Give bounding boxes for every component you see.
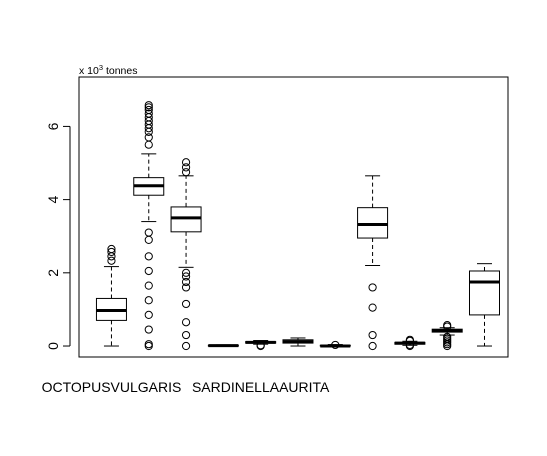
y-axis: 0 2 4 6 (45, 122, 71, 350)
outlier-point (181, 283, 191, 292)
box-11 (468, 263, 500, 347)
outlier-point (368, 341, 377, 351)
outlier-point (181, 272, 191, 281)
outlier-point (443, 332, 452, 341)
outlier-point (144, 235, 153, 244)
outlier-point (181, 268, 191, 277)
y-tick-label: 2 (45, 269, 61, 277)
box-10 (431, 321, 463, 351)
outlier-point (331, 340, 340, 350)
outlier-point (144, 266, 153, 276)
y-tick-label: 6 (45, 122, 61, 130)
boxes-group (95, 101, 500, 351)
outlier-point (107, 256, 116, 265)
box-8 (357, 175, 389, 351)
outlier-point (144, 252, 153, 261)
box-3 (170, 158, 202, 351)
box-7 (319, 340, 351, 350)
box-1 (95, 244, 127, 347)
outlier-point (181, 341, 191, 351)
outlier-point (256, 341, 265, 350)
outlier-point (368, 303, 377, 312)
x-axis-labels: OCTOPUSVULGARIS SARDINELLAAURITA (42, 379, 330, 395)
outlier-point (368, 330, 377, 340)
outlier-point (443, 321, 452, 330)
outlier-point (144, 325, 153, 334)
y-tick-label: 4 (45, 196, 61, 204)
unit-label: x 103 tonnes (79, 63, 137, 77)
x-axis-label: OCTOPUSVULGARIS (42, 379, 182, 395)
outlier-point (107, 244, 116, 254)
outlier-point (181, 163, 191, 172)
unit-label-prefix: x 10 (79, 65, 99, 77)
outlier-point (144, 109, 153, 118)
outlier-point (181, 277, 191, 287)
outlier-point (181, 168, 191, 177)
outlier-point (107, 247, 116, 257)
box-9 (394, 335, 426, 351)
outlier-point (405, 335, 414, 344)
outlier-point (144, 133, 153, 142)
outlier-point (181, 330, 191, 340)
box-6 (282, 337, 314, 347)
outlier-point (144, 101, 153, 110)
outlier-point (144, 340, 153, 349)
y-tick-label: 0 (45, 342, 61, 350)
box-iqr (468, 270, 500, 316)
outlier-point (181, 299, 191, 309)
outlier-point (368, 283, 377, 292)
box-2 (133, 101, 165, 351)
outlier-point (144, 228, 153, 237)
box-5 (245, 340, 277, 351)
box-iqr (357, 207, 389, 239)
outlier-point (181, 318, 191, 327)
outlier-point (144, 296, 153, 305)
outlier-point (144, 105, 153, 115)
outlier-point (144, 140, 153, 149)
unit-label-suffix: tonnes (103, 65, 137, 77)
outlier-point (144, 310, 153, 320)
outlier-point (144, 103, 153, 112)
box-4 (207, 344, 239, 348)
unit-label-exponent: 3 (99, 63, 103, 72)
plot-frame (78, 76, 509, 358)
outlier-point (405, 340, 414, 350)
outlier-point (144, 281, 153, 290)
outlier-point (181, 158, 191, 167)
x-axis-label: SARDINELLAAURITA (192, 379, 330, 395)
